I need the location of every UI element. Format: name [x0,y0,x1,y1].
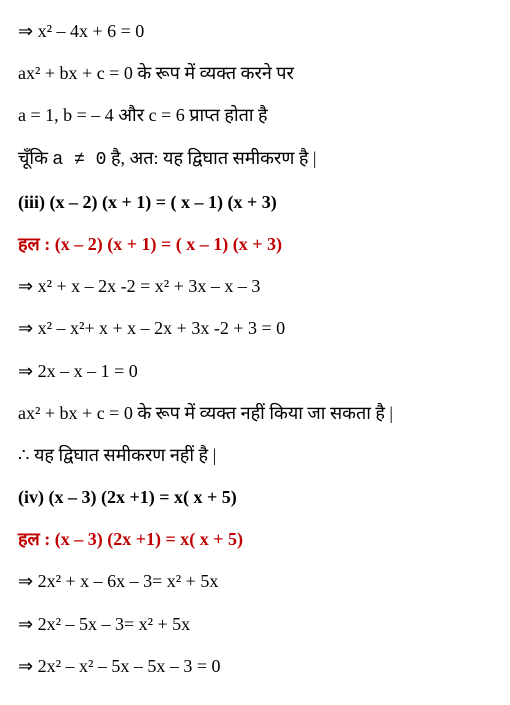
text-line: ⇒ x² – 4x + 6 = 0 [18,14,492,48]
solution-label: हल : [18,234,55,254]
text-line: हल : (x – 2) (x + 1) = ( x – 1) (x + 3) [18,227,492,261]
solution-expression: (x – 2) (x + 1) = ( x – 1) (x + 3) [55,234,282,254]
text-line: a = 1, b = – 4 और c = 6 प्राप्त होता है [18,98,492,132]
text-line: ⇒ 2x² – x² – 5x – 5x – 3 = 0 [18,649,492,683]
text-line: हल : (x – 3) (2x +1) = x( x + 5) [18,522,492,556]
solution-label: हल : [18,529,55,549]
text-line: (iii) (x – 2) (x + 1) = ( x – 1) (x + 3) [18,185,492,219]
text-line: (iv) (x – 3) (2x +1) = x( x + 5) [18,480,492,514]
text-line: ax² + bx + c = 0 के रूप में व्यक्त नहीं … [18,396,492,430]
text-line: ax² + bx + c = 0 के रूप में व्यक्त करने … [18,56,492,90]
text-line: ⇒ 2x – x – 1 = 0 [18,354,492,388]
text-line: चूँकि a ≠ 0 है, अत: यह द्विघात समीकरण है… [18,141,492,177]
solution-expression: (x – 3) (2x +1) = x( x + 5) [55,529,243,549]
text-line: ∴ यह द्विघात समीकरण नहीं है | [18,438,492,472]
text-line: ⇒ 2x² – 5x – 3= x² + 5x [18,607,492,641]
text-line: ⇒ 2x² + x – 6x – 3= x² + 5x [18,564,492,598]
inline-code: a ≠ 0 [52,150,106,170]
text-line: ⇒ x² – x²+ x + x – 2x + 3x -2 + 3 = 0 [18,311,492,345]
text-line: ⇒ x² + x – 2x -2 = x² + 3x – x – 3 [18,269,492,303]
math-solution-content: ⇒ x² – 4x + 6 = 0 ax² + bx + c = 0 के रूप… [18,14,492,683]
